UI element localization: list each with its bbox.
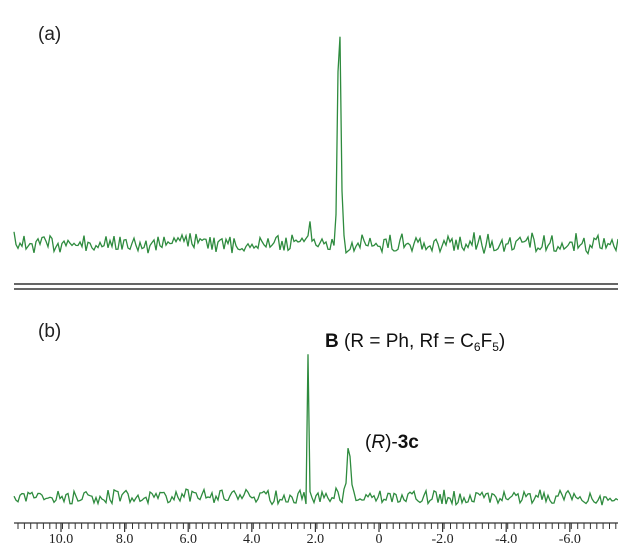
annotation-R-3c: (R)-3c <box>365 432 419 453</box>
annotation-R-3c-italic: R <box>371 432 385 453</box>
x-tick-label: 4.0 <box>243 532 261 544</box>
annotation-R-3c-bold: 3c <box>398 432 420 453</box>
x-tick-label: -6.0 <box>559 532 581 544</box>
spectrum-a-line <box>13 36 618 256</box>
spectrum-b-line <box>13 354 618 507</box>
annotation-B-mid: F <box>481 331 493 352</box>
annotation-B-text: (R = Ph, Rf = C <box>339 331 474 352</box>
x-tick-label: 0 <box>376 532 383 544</box>
x-tick-label: 6.0 <box>179 532 197 544</box>
annotation-R-3c-open: ( <box>365 432 372 453</box>
annotation-B-end: ) <box>499 331 505 352</box>
x-tick-label: 2.0 <box>307 532 325 544</box>
annotation-R-3c-close: )- <box>385 432 398 453</box>
x-axis-tick-labels: 10.0 8.0 6.0 4.0 2.0 0 -2.0 -4.0 -6.0 <box>49 523 581 544</box>
annotation-B: B (R = Ph, Rf = C6F5) <box>325 331 505 354</box>
panel-a-label: (a) <box>38 24 61 45</box>
panel-b-label: (b) <box>38 321 61 342</box>
annotation-B-sub1: 6 <box>474 340 481 354</box>
x-tick-label: -2.0 <box>432 532 454 544</box>
x-tick-label: 10.0 <box>49 532 74 544</box>
x-tick-label: 8.0 <box>116 532 134 544</box>
x-tick-label: -4.0 <box>495 532 517 544</box>
annotation-B-bold: B <box>325 331 339 352</box>
x-axis-minor-ticks <box>17 523 617 529</box>
annotation-B-sub2: 5 <box>492 340 499 354</box>
